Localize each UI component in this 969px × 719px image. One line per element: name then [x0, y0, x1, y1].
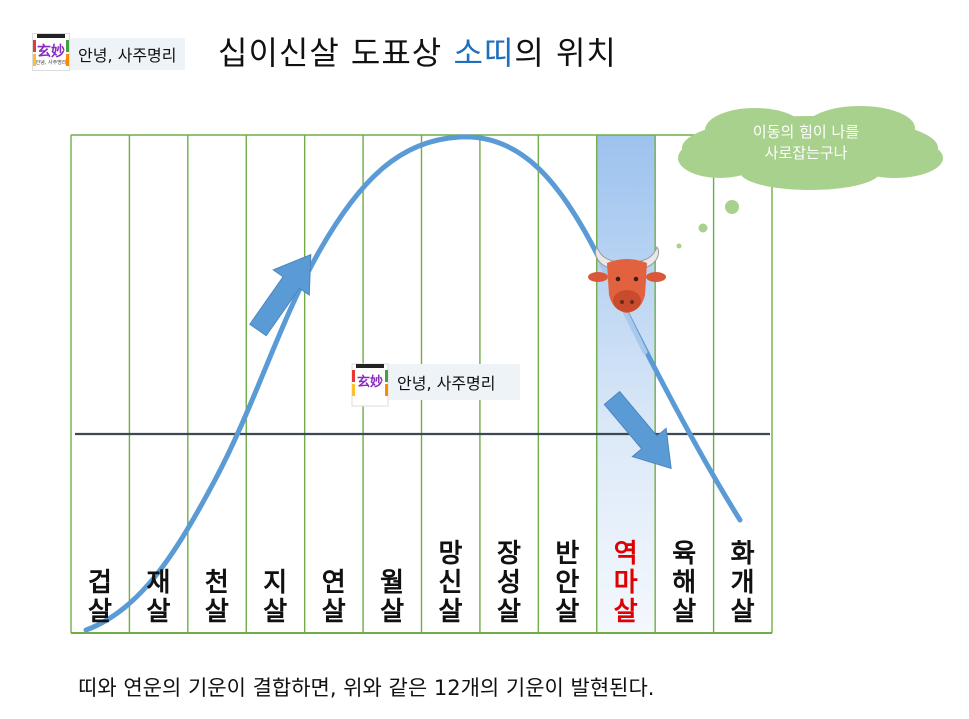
column-label-char: 지	[263, 568, 288, 598]
grid-columns	[70, 135, 773, 633]
column-label-char: 천	[204, 568, 229, 598]
logo-accent	[33, 40, 36, 52]
brand-label: 안녕, 사주명리	[78, 46, 177, 65]
brand-logo: 玄妙 안녕, 사주명리	[32, 33, 70, 71]
title-suffix: 의 위치	[514, 34, 617, 72]
column-label-char: 반	[555, 539, 580, 569]
page-title: 십이신살 도표상 소띠의 위치	[218, 28, 617, 74]
thought-bubble-text: 이동의 힘이 나를 사로잡는구나	[706, 122, 906, 164]
title-prefix: 십이신살 도표상	[218, 34, 454, 72]
column-label-char: 안	[555, 568, 580, 598]
thought-line-2: 사로잡는구나	[764, 144, 848, 162]
column-label-char: 살	[672, 597, 697, 627]
watermark-logo: 玄妙	[351, 363, 520, 407]
thought-dot	[698, 223, 708, 233]
column-label-char: 장	[496, 539, 521, 569]
column-label-char: 월	[380, 568, 405, 598]
column-label-char: 연	[321, 568, 346, 598]
column-label-char: 살	[730, 597, 755, 627]
logo-hanja: 玄妙	[37, 44, 65, 60]
logo-bar	[37, 34, 65, 38]
logo-small-text: 안녕, 사주명리	[35, 60, 67, 66]
column-label-char: 성	[496, 568, 521, 598]
thought-dot	[725, 200, 739, 214]
down-arrow	[603, 390, 672, 470]
column-label-char: 살	[263, 597, 288, 627]
logo-accent	[66, 54, 69, 66]
column-label-char: 역	[613, 539, 638, 569]
thought-bubble	[676, 106, 943, 249]
column-label-char: 마	[613, 568, 638, 598]
column-label-char: 살	[204, 597, 229, 627]
column-label-char: 살	[555, 597, 580, 627]
column-label-char: 살	[146, 597, 171, 627]
column-label-char: 살	[88, 597, 112, 627]
column-label-char: 육	[672, 539, 697, 569]
logo-accent	[33, 54, 36, 66]
thought-line-1: 이동의 힘이 나를	[752, 123, 860, 141]
bull-head-icon	[588, 245, 666, 313]
column-label-char: 살	[380, 597, 405, 627]
column-label-char: 재	[146, 568, 171, 598]
column-label-char: 살	[496, 597, 521, 627]
watermark-label: 안녕, 사주명리	[397, 374, 496, 393]
column-label-char: 해	[672, 568, 697, 598]
footer-caption: 띠와 연운의 기운이 결합하면, 위와 같은 12개의 기운이 발현된다.	[78, 676, 655, 700]
column-label-char: 살	[438, 597, 463, 627]
up-arrow	[249, 253, 312, 337]
logo-accent	[66, 40, 69, 52]
title-highlight: 소띠	[453, 34, 515, 72]
highlight-column	[597, 135, 655, 633]
column-label-char: 살	[613, 597, 638, 627]
brand-logo-box: 玄妙 안녕, 사주명리 안녕, 사주명리	[32, 33, 185, 71]
column-label-char: 신	[438, 568, 463, 598]
thought-dot	[676, 243, 682, 249]
column-label-char: 살	[321, 597, 346, 627]
column-label-char: 겁	[88, 568, 112, 598]
column-label-char: 개	[730, 568, 755, 598]
column-label-char: 망	[438, 539, 463, 569]
column-label-char: 화	[730, 539, 755, 569]
watermark-hanja: 玄妙	[357, 374, 383, 390]
